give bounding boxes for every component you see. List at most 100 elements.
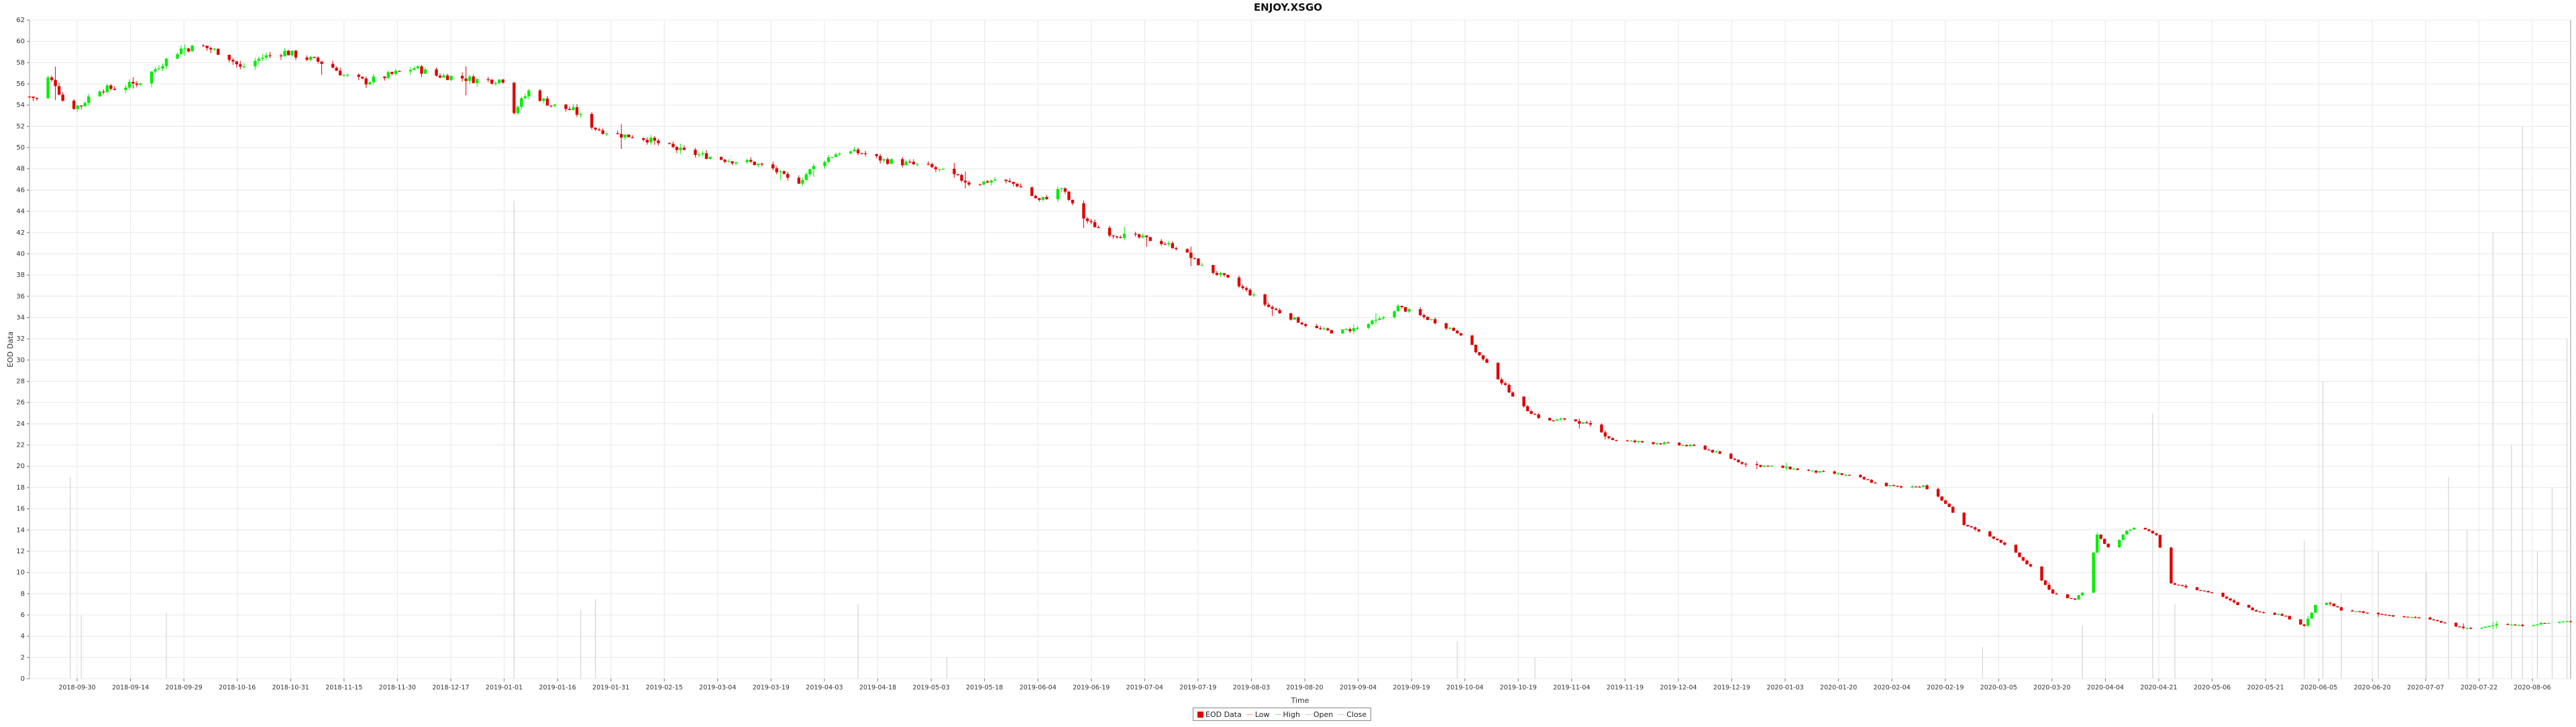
x-tick-label: 2020-06-20 [2354,684,2391,691]
candle-body [938,168,941,170]
candle-body [734,162,738,164]
candle-body [575,107,579,115]
candle-body [1396,306,1400,312]
candle-body [1252,294,1256,296]
candle-body [645,139,649,143]
candle-body [1112,235,1115,237]
candle-body [242,66,246,68]
candle-body [1304,324,1307,326]
y-tick-label: 16 [16,506,25,513]
candle-body [1940,496,1943,501]
x-tick-label: 2019-05-18 [966,684,1003,691]
candle-body [186,48,191,52]
candle-body [1400,306,1403,307]
candle-body [1144,235,1148,237]
candle-body [164,58,168,66]
candle-body [2070,598,2073,600]
candle-body [1947,504,1951,507]
y-tick-label: 4 [21,633,25,640]
x-tick-label: 2019-05-03 [912,684,949,691]
candle-body [1356,327,1359,329]
candle-body [2096,535,2099,553]
candle-body [1452,327,1456,331]
candle-body [2155,533,2158,535]
candle-body [675,147,679,150]
x-tick-label: 2019-12-19 [1713,684,1750,691]
candle-body [2414,616,2417,618]
candle-body [860,153,863,154]
candle-body [2143,528,2147,530]
candle-body [79,105,83,107]
candle-body [423,69,427,74]
candle-body [445,75,449,80]
candle-body [2461,626,2465,628]
candle-body [2018,552,2021,557]
candle-body [694,150,697,156]
candle-body [989,180,993,183]
candle-body [2483,626,2487,628]
candle-body [150,71,154,84]
candle-body [631,137,634,138]
candle-body [1481,355,1485,359]
candle-body [890,159,893,164]
candle-body [235,61,238,64]
candle-body [930,164,934,168]
candle-body [1019,186,1022,188]
x-tick-label: 2018-11-30 [379,684,416,691]
x-tick-label: 2018-10-16 [219,684,256,691]
candle-body [597,129,601,131]
candle-body [1193,258,1197,259]
candle-body [1762,465,1766,467]
candle-body [2118,539,2121,547]
candle-body [649,137,653,143]
candle-body [594,127,597,130]
candle-body [1067,191,1071,201]
candle-body [472,76,475,83]
candle-body [568,109,572,111]
candle-body [2255,610,2258,612]
y-tick-label: 32 [16,335,25,343]
candle-body [1108,227,1112,236]
candle-body [490,79,494,84]
candle-body [1175,248,1178,249]
candle-body [2428,617,2432,620]
candle-body [157,68,161,70]
candle-body [1297,317,1300,323]
candle-body [2543,622,2546,624]
y-tick-label: 14 [16,526,25,534]
candle-body [320,61,323,64]
candle-body [183,48,186,50]
y-tick-label: 52 [16,123,25,130]
candle-body [953,168,956,174]
candle-body [2092,552,2095,593]
candle-body [886,159,890,164]
candle-body [782,171,786,174]
x-tick-label: 2020-03-20 [2033,684,2070,691]
candle-body [2273,612,2277,615]
candle-body [2387,615,2392,616]
candle-body [1684,445,1688,447]
candle-body [1289,313,1293,320]
candle-body [1097,227,1100,229]
candle-body [1241,286,1244,288]
candle-body [1470,335,1474,345]
candle-body [1418,309,1422,315]
candle-body [2129,529,2133,531]
candle-body [2121,535,2125,540]
candle-body [1589,423,1593,425]
candle-body [1215,272,1219,275]
legend-item: Open [1305,710,1333,719]
candle-body [941,168,945,170]
candle-body [2151,530,2155,534]
candle-body [2410,616,2414,618]
candle-body [1715,451,1718,453]
candle-body [205,46,209,48]
x-tick-label: 2019-01-16 [539,684,576,691]
candle-body [834,154,838,158]
candle-body [1163,243,1167,245]
candle-body [1729,453,1733,459]
candle-body [1814,470,1818,473]
candle-body [257,58,261,61]
candle-body [513,82,516,113]
